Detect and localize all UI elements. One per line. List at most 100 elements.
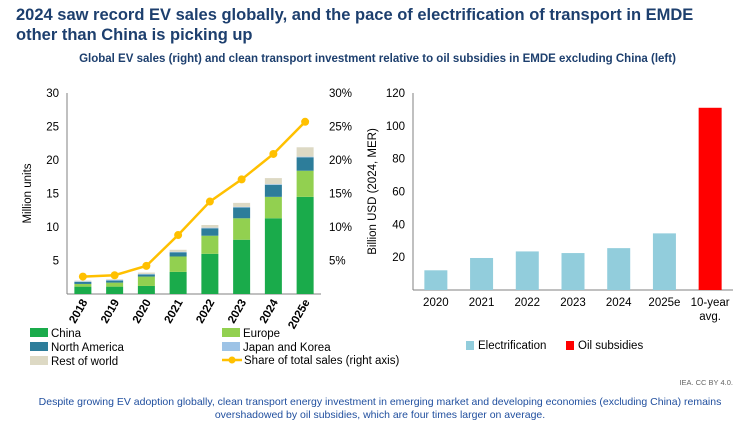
chart-subtitle: Global EV sales (right) and clean transp… <box>79 53 676 65</box>
bar-rest-of-world <box>137 272 155 274</box>
bar-north-america <box>137 274 155 277</box>
x-tick-label: 2020 <box>423 297 449 309</box>
y-tick-label: 60 <box>392 187 405 199</box>
bar-china <box>106 286 124 294</box>
bar-rest-of-world <box>296 147 314 157</box>
legend-swatch <box>566 341 574 350</box>
legend-swatch <box>30 342 48 351</box>
x-tick-label: 2024 <box>258 297 281 326</box>
bar-north-america <box>264 184 282 197</box>
share-point <box>269 149 278 158</box>
bar-rest-of-world <box>264 178 282 185</box>
y2-tick-label: 25% <box>329 122 352 134</box>
x-tick-label: 10-year <box>691 297 730 309</box>
x-tick-label: avg. <box>699 311 721 323</box>
y-axis-title: Billion USD (2024, MER) <box>367 128 379 255</box>
y2-tick-label: 20% <box>329 155 352 167</box>
bar-japan-and-korea <box>106 279 124 281</box>
bar-china <box>137 285 155 294</box>
bar-rest-of-world <box>169 249 187 252</box>
x-tick-label: 2021 <box>469 297 495 309</box>
bar-electrification <box>607 248 631 290</box>
legend-label: Europe <box>243 328 280 340</box>
bar-electrification <box>515 251 539 290</box>
share-point <box>78 272 87 281</box>
legend-label: Rest of world <box>51 356 118 368</box>
bar-japan-and-korea <box>74 281 92 282</box>
bar-north-america <box>74 281 92 284</box>
legend-label: Japan and Korea <box>243 342 331 354</box>
bar-china <box>264 218 282 294</box>
bar-japan-and-korea <box>264 184 282 185</box>
bar-north-america <box>201 228 219 236</box>
bar-europe <box>137 276 155 286</box>
y2-tick-label: 10% <box>329 222 352 234</box>
y-tick-label: 15 <box>46 189 59 201</box>
bar-europe <box>296 170 314 197</box>
y-tick-label: 20 <box>392 252 405 264</box>
x-tick-label: 2020 <box>131 298 154 326</box>
bar-electrification <box>470 257 494 290</box>
x-tick-label: 2019 <box>99 298 122 326</box>
credit-text: IEA. CC BY 4.0. <box>679 378 733 387</box>
bar-europe <box>264 196 282 219</box>
bar-electrification <box>652 233 676 290</box>
y-tick-label: 10 <box>46 222 59 234</box>
y-tick-label: 80 <box>392 154 405 166</box>
footnote: Despite growing EV adoption globally, cl… <box>38 396 722 421</box>
bar-europe <box>74 283 92 287</box>
y-tick-label: 25 <box>46 122 59 134</box>
bar-north-america <box>169 252 187 257</box>
legend-swatch <box>30 356 48 365</box>
bar-japan-and-korea <box>201 227 219 229</box>
x-tick-label: 2025e <box>286 298 312 332</box>
y-tick-label: 20 <box>46 155 59 167</box>
y-axis-title: Million units <box>22 163 34 223</box>
legend-swatch <box>30 328 48 337</box>
x-tick-label: 2022 <box>514 297 540 309</box>
bar-rest-of-world <box>74 280 92 282</box>
bar-north-america <box>233 207 251 219</box>
legend-swatch <box>222 342 240 351</box>
legend-label: Electrification <box>478 340 546 352</box>
legend-label: North America <box>51 342 124 354</box>
share-point <box>237 175 246 184</box>
legend-label: China <box>51 328 82 340</box>
x-tick-label: 2021 <box>163 297 186 326</box>
y2-tick-label: 15% <box>329 189 352 201</box>
y2-tick-label: 5% <box>329 256 346 268</box>
bar-electrification <box>424 270 448 290</box>
x-tick-label: 2024 <box>606 297 632 309</box>
bar-europe <box>233 218 251 240</box>
x-tick-label: 2022 <box>194 298 217 326</box>
bar-europe <box>201 235 219 254</box>
share-point <box>110 271 119 280</box>
legend-label: Oil subsidies <box>578 340 643 352</box>
y-tick-label: 5 <box>53 256 59 268</box>
x-tick-label: 2023 <box>560 297 586 309</box>
bar-north-america <box>106 280 124 283</box>
bar-rest-of-world <box>201 224 219 228</box>
bar-china <box>169 271 187 294</box>
bar-europe <box>106 282 124 287</box>
legend-label: Share of total sales (right axis) <box>244 355 399 367</box>
share-point <box>174 231 183 240</box>
bar-oil-subsidies <box>698 107 722 291</box>
y-tick-label: 30 <box>46 88 59 100</box>
bar-japan-and-korea <box>137 273 155 275</box>
y2-tick-label: 30% <box>329 88 352 100</box>
bar-rest-of-world <box>233 202 251 207</box>
bar-china <box>74 286 92 294</box>
x-tick-label: 2018 <box>67 297 90 326</box>
x-tick-label: 2025e <box>648 297 680 309</box>
share-line <box>82 120 307 278</box>
share-point <box>205 197 214 206</box>
legend-line-marker <box>228 356 236 364</box>
bar-north-america <box>296 157 314 171</box>
bar-china <box>201 253 219 294</box>
x-tick-label: 2023 <box>226 298 249 326</box>
bar-china <box>233 239 251 294</box>
legend-swatch <box>466 341 474 350</box>
y-tick-label: 100 <box>386 121 405 133</box>
